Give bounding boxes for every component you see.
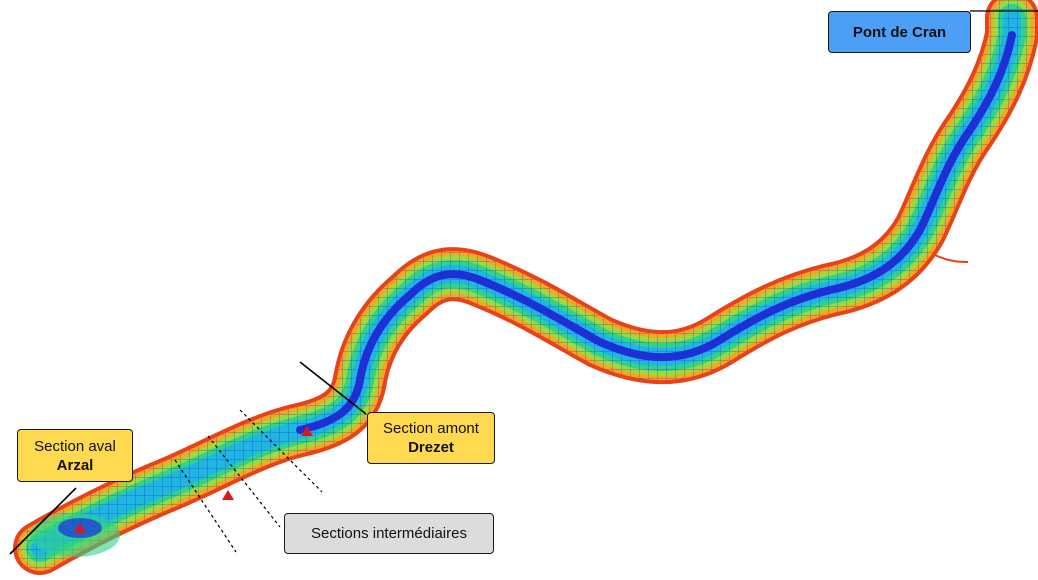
river-mesh-overlay (17, 0, 1035, 571)
drezet-marker (301, 426, 313, 436)
sections-intermediaires-text: Sections intermédiaires (311, 525, 467, 542)
section-line-intermediate-2 (207, 435, 281, 528)
arzal-marker (74, 523, 86, 533)
section-amont-name: Drezet (408, 439, 454, 456)
section-aval-name: Arzal (56, 456, 94, 474)
section-amont-title: Section amont (383, 420, 479, 437)
pont-de-cran-text: Pont de Cran (852, 23, 947, 41)
sections-intermediaires-label: Sections intermédiaires (284, 513, 494, 554)
section-line-arzal (9, 487, 77, 555)
section-line-intermediate-3 (174, 459, 237, 553)
intermediate-marker (222, 490, 234, 500)
tributary-stub (934, 254, 969, 263)
section-aval-title: Section aval (34, 437, 116, 455)
section-line-drezet (299, 361, 367, 415)
pont-de-cran-label: Pont de Cran (828, 11, 971, 53)
section-line-intermediate-1 (239, 409, 323, 493)
section-aval-label: Section aval Arzal (17, 429, 133, 482)
section-amont-label: Section amont Drezet (367, 412, 495, 464)
river-channel (13, 0, 1038, 575)
